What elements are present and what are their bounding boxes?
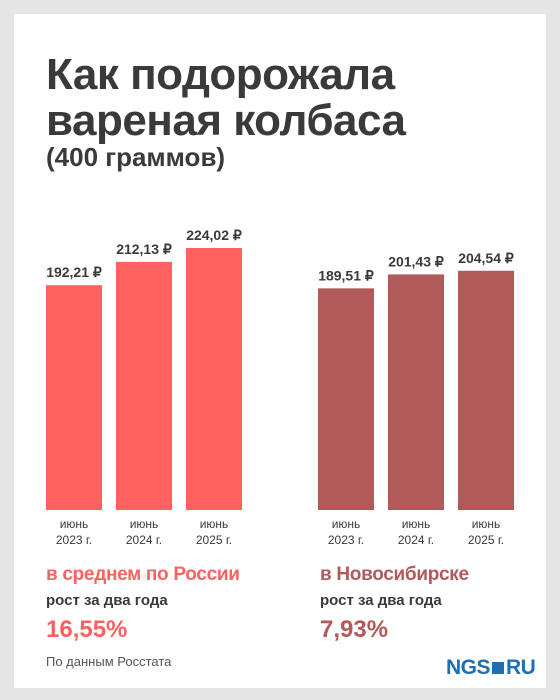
russia-value-label-2: 212,13 ₽ (116, 241, 172, 257)
nsk-value-label-2: 201,43 ₽ (388, 253, 444, 269)
russia-bar-1 (46, 285, 102, 510)
nsk-tick-label-2-line-1: июнь (402, 517, 431, 531)
russia-value-label-3: 224,02 ₽ (186, 227, 242, 243)
page-subtitle: (400 граммов) (46, 142, 226, 172)
summary-russia: в среднем по России рост за два года 16,… (46, 564, 286, 644)
russia-tick-label-1-line-1: июнь (60, 517, 89, 531)
summary-russia-pct: 16,55% (46, 616, 128, 643)
logo-text-ngs: NGS (446, 656, 491, 679)
nsk-bar-1 (318, 288, 374, 510)
russia-tick-label-3-line-1: июнь (200, 517, 229, 531)
nsk-bar-3 (458, 270, 514, 510)
nsk-tick-label-3-line-2: 2025 г. (468, 533, 504, 547)
bar-charts: 192,21 ₽ июнь 2023 г. 212,13 ₽ июнь 2024 г. 22… (46, 227, 514, 547)
nsk-value-label-3: 204,54 ₽ (458, 250, 514, 266)
summary-novosibirsk: в Новосибирске рост за два года 7,93% (320, 564, 546, 644)
nsk-tick-label-2-line-2: 2024 г. (398, 533, 434, 547)
title-line-2: вареная колбаса (46, 96, 406, 145)
summary-nsk-pct: 7,93% (320, 616, 389, 643)
ngs-logo: NGS RU (446, 656, 536, 680)
infographic-card: Как подорожала вареная колбаса (400 грам… (14, 14, 546, 688)
page-title: Как подорожала вареная колбаса (46, 52, 526, 144)
russia-tick-label-3-line-2: 2025 г. (196, 533, 232, 547)
russia-tick-label-2-line-1: июнь (130, 517, 159, 531)
russia-tick-label-2-line-2: 2024 г. (126, 533, 162, 547)
russia-bar-3 (186, 248, 242, 510)
logo-text-ru: RU (506, 656, 536, 679)
nsk-value-label-1: 189,51 ₽ (318, 267, 374, 283)
title-line-1: Как подорожала (46, 50, 395, 99)
nsk-tick-label-3-line-1: июнь (472, 517, 501, 531)
source-note: По данным Росстата (46, 654, 172, 669)
nsk-tick-label-1-line-2: 2023 г. (328, 533, 364, 547)
nsk-bar-2 (388, 274, 444, 510)
russia-bar-2 (116, 261, 172, 510)
logo-square-icon (492, 662, 505, 674)
summary-nsk-place: в Новосибирске (320, 564, 469, 585)
summary-nsk-note: рост за два года (320, 592, 442, 609)
nsk-tick-label-1-line-1: июнь (332, 517, 361, 531)
summary-russia-note: рост за два года (46, 592, 168, 609)
russia-tick-label-1-line-2: 2023 г. (56, 533, 92, 547)
summary-russia-place: в среднем по России (46, 564, 240, 585)
russia-value-label-1: 192,21 ₽ (46, 264, 102, 280)
